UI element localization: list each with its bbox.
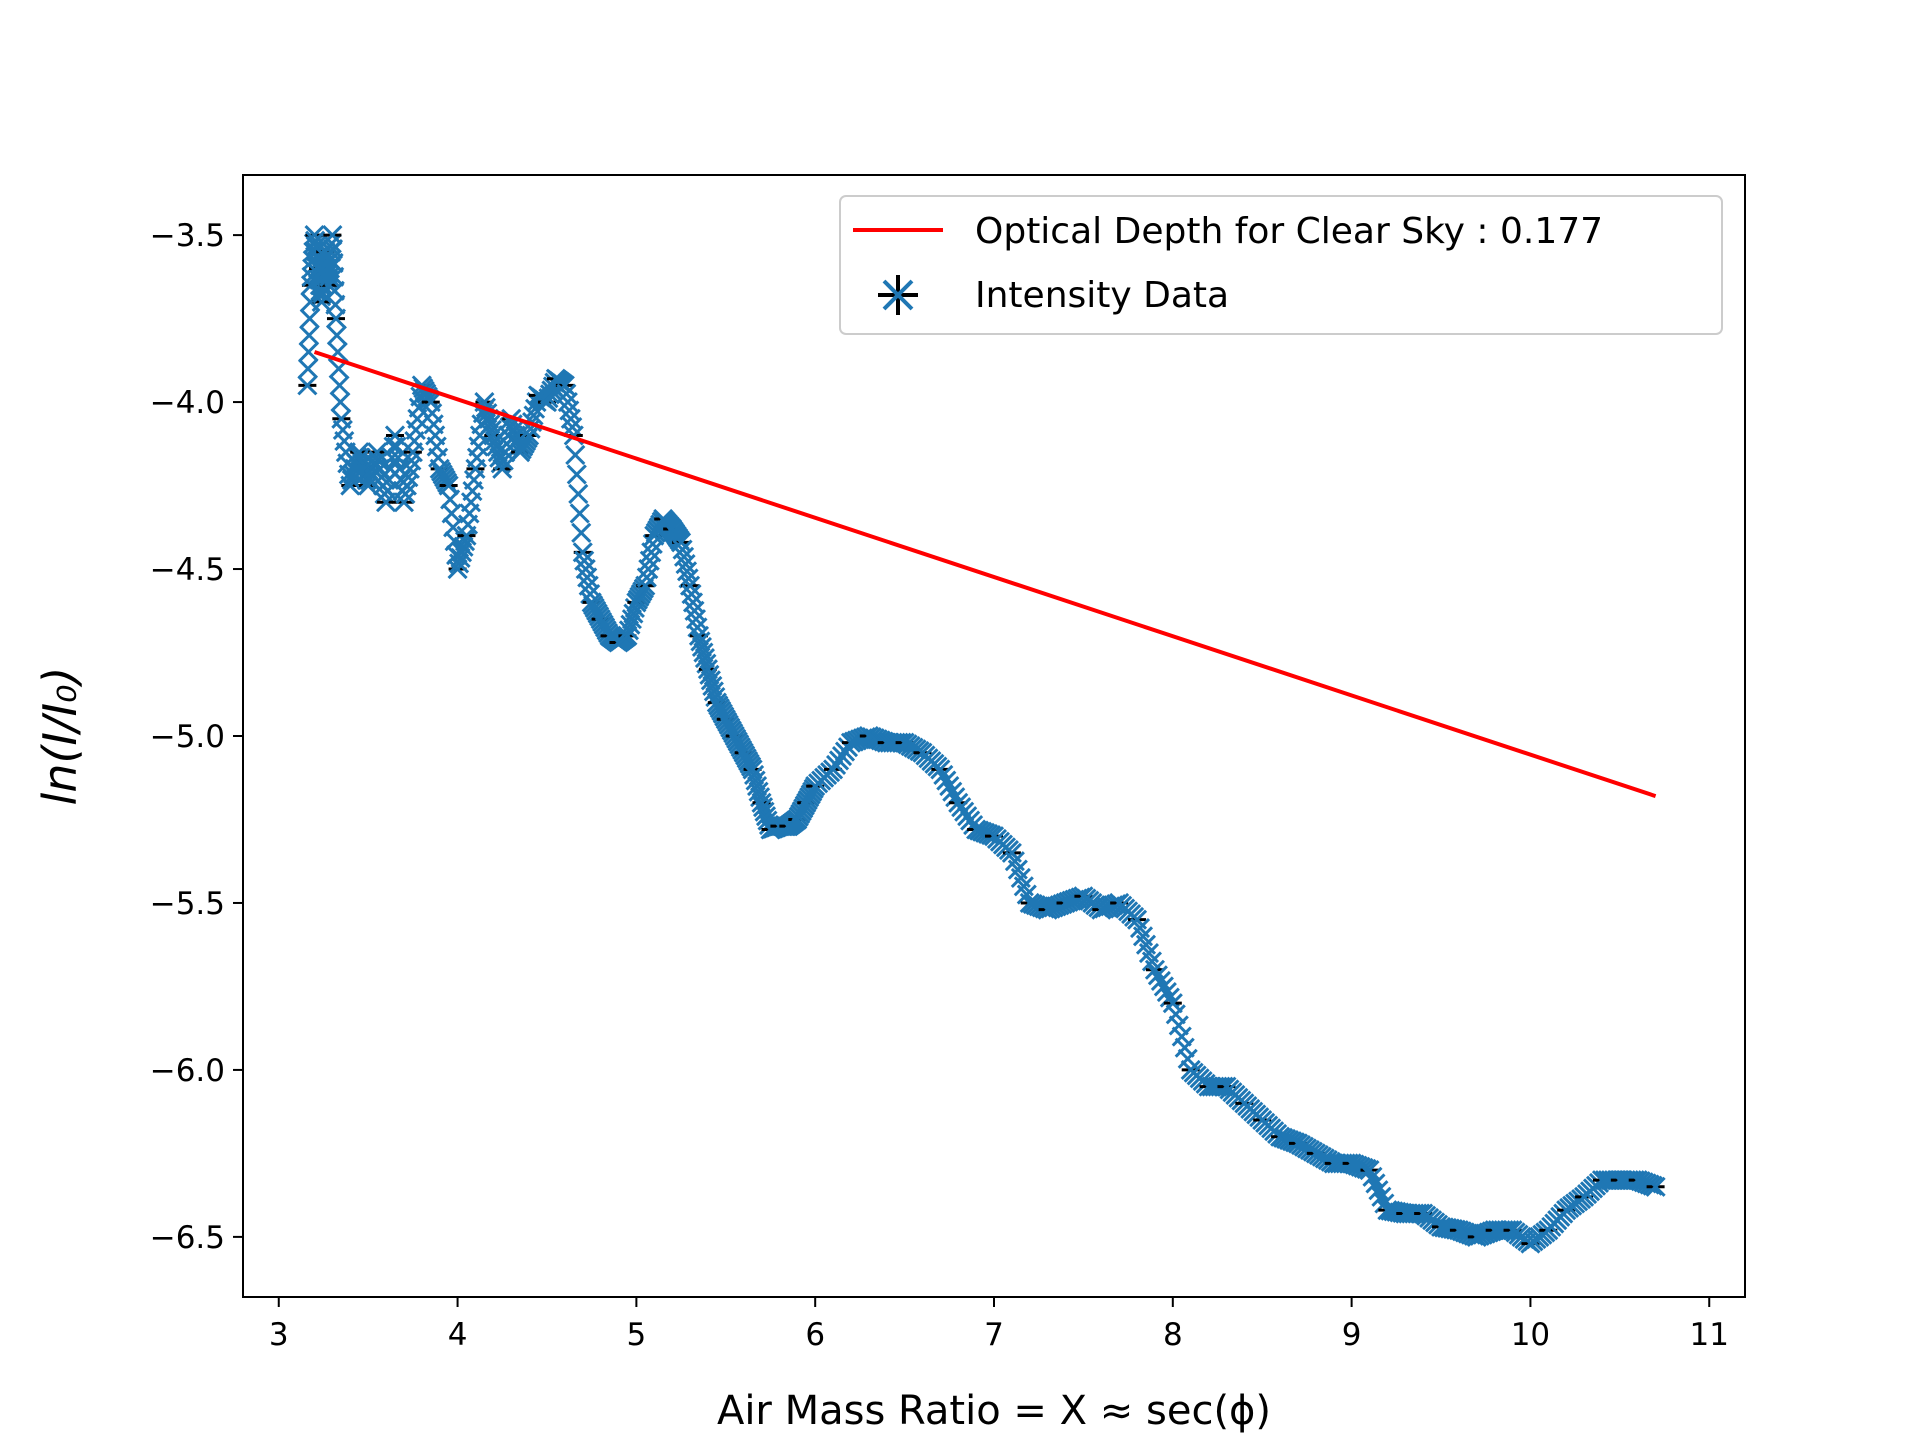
data-point xyxy=(578,575,599,596)
data-point xyxy=(577,567,598,588)
data-point xyxy=(556,383,577,404)
plot-area xyxy=(243,175,1745,1297)
x-tick-label: 5 xyxy=(627,1317,647,1353)
data-point xyxy=(1153,976,1174,997)
y-tick-label: −4.5 xyxy=(150,552,225,588)
data-point xyxy=(636,567,657,588)
data-point xyxy=(297,358,319,379)
x-tick-label: 10 xyxy=(1511,1317,1550,1353)
legend: Optical Depth for Clear Sky : 0.177 Inte… xyxy=(839,195,1723,335)
data-point xyxy=(562,417,583,438)
data-point xyxy=(639,550,660,571)
data-point xyxy=(319,266,340,287)
data-point xyxy=(565,444,586,466)
data-point xyxy=(299,308,320,329)
data-point xyxy=(399,458,420,479)
x-axis-label: Air Mass Ratio = X ≈ sec(ϕ) xyxy=(717,1388,1271,1434)
data-point xyxy=(684,600,705,621)
data-point xyxy=(635,575,656,596)
y-tick-label: −6.0 xyxy=(150,1053,225,1089)
legend-box xyxy=(839,195,1723,335)
data-point xyxy=(942,781,963,802)
data-point xyxy=(559,400,580,421)
data-point xyxy=(1150,970,1171,991)
data-point xyxy=(554,375,575,396)
data-point xyxy=(681,584,702,605)
intensity-data-series xyxy=(297,225,1666,1254)
data-point xyxy=(367,442,388,463)
data-point xyxy=(638,558,659,580)
data-point xyxy=(1368,1180,1389,1201)
y-tick-label: −5.0 xyxy=(150,719,225,755)
data-point xyxy=(330,392,351,413)
data-point xyxy=(641,542,662,563)
legend-entry-fit: Optical Depth for Clear Sky : 0.177 xyxy=(975,211,1603,252)
data-point xyxy=(936,770,957,791)
y-tick-label: −4.0 xyxy=(150,385,225,421)
data-point xyxy=(679,575,701,596)
data-point xyxy=(1359,1160,1380,1181)
data-point xyxy=(566,464,587,485)
data-point xyxy=(299,325,320,346)
data-point xyxy=(321,233,342,254)
data-point xyxy=(560,408,581,429)
data-point xyxy=(1144,959,1165,980)
data-point xyxy=(569,503,590,524)
data-point xyxy=(297,375,318,396)
x-tick-label: 11 xyxy=(1690,1317,1729,1353)
data-point xyxy=(1147,965,1168,986)
data-point xyxy=(1362,1166,1383,1187)
data-point xyxy=(557,392,578,413)
data-layer xyxy=(297,225,1666,1254)
data-point xyxy=(298,341,319,363)
x-tick-label: 6 xyxy=(805,1317,825,1353)
data-point xyxy=(1645,1176,1666,1197)
x-tick-label: 3 xyxy=(269,1317,289,1353)
data-point xyxy=(575,558,596,580)
x-axis: 3 4 5 6 7 8 9 10 11 xyxy=(269,1297,1729,1353)
data-point xyxy=(393,492,414,513)
data-point xyxy=(326,325,347,346)
data-point xyxy=(933,764,954,786)
data-point xyxy=(1156,981,1177,1003)
x-tick-label: 9 xyxy=(1342,1317,1362,1353)
x-tick-label: 8 xyxy=(1163,1317,1183,1353)
data-point xyxy=(492,458,513,479)
legend-entry-data: Intensity Data xyxy=(975,275,1229,316)
data-point xyxy=(401,450,422,471)
x-tick-label: 4 xyxy=(448,1317,468,1353)
y-tick-label: −3.5 xyxy=(150,218,225,254)
data-point xyxy=(685,609,707,630)
data-point xyxy=(396,475,417,496)
y-tick-label: −6.5 xyxy=(150,1220,225,1256)
legend-marker-swatch xyxy=(878,275,918,315)
data-point xyxy=(930,759,951,780)
data-point xyxy=(395,483,416,504)
y-tick-label: −5.5 xyxy=(150,886,225,922)
data-point xyxy=(568,483,589,504)
data-point xyxy=(398,467,419,488)
data-point xyxy=(1365,1173,1386,1194)
data-point xyxy=(325,308,347,329)
y-axis-label: ln(I/I₀) xyxy=(33,667,87,806)
y-axis: −3.5 −4.0 −4.5 −5.0 −5.5 −6.0 −6.5 xyxy=(150,218,243,1256)
x-tick-label: 7 xyxy=(984,1317,1004,1353)
fit-line xyxy=(313,350,1657,799)
data-point xyxy=(329,375,350,396)
data-point xyxy=(939,776,960,797)
data-point xyxy=(571,522,592,543)
data-point xyxy=(574,550,595,571)
data-point xyxy=(572,542,593,563)
data-point xyxy=(682,592,704,613)
